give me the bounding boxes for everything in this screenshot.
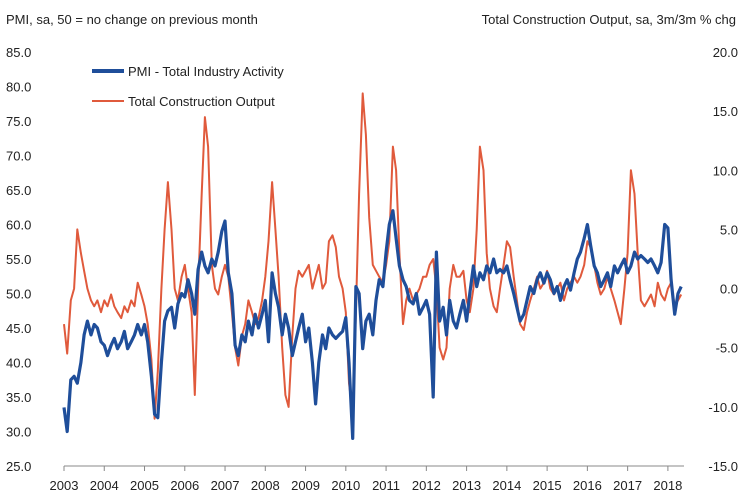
x-tick-label: 2013 <box>452 478 481 493</box>
right-axis-ticks: -15.0 -10.0 -5.0 0.0 5.0 10.0 15.0 20.0 <box>708 45 738 474</box>
legend-label-construction: Total Construction Output <box>128 94 275 109</box>
right-tick-label: 15.0 <box>713 104 738 119</box>
left-tick-label: 70.0 <box>6 149 31 164</box>
series-line-pmi <box>62 209 683 440</box>
x-tick-label: 2007 <box>211 478 240 493</box>
x-tick-label: 2010 <box>331 478 360 493</box>
x-tick-label: 2004 <box>90 478 119 493</box>
right-tick-label: -10.0 <box>708 400 738 415</box>
left-tick-label: 25.0 <box>6 459 31 474</box>
left-tick-label: 55.0 <box>6 252 31 267</box>
series-line-construction <box>63 92 683 420</box>
legend: PMI - Total Industry Activity Total Cons… <box>92 64 284 109</box>
x-axis-ticks: 2003 2004 2005 2006 2007 2008 2009 2010 2011 2012… <box>50 466 682 493</box>
x-tick-label: 2016 <box>573 478 602 493</box>
left-tick-label: 40.0 <box>6 356 31 371</box>
right-tick-label: -15.0 <box>708 459 738 474</box>
left-tick-label: 60.0 <box>6 218 31 233</box>
x-tick-label: 2018 <box>653 478 682 493</box>
x-tick-label: 2006 <box>170 478 199 493</box>
x-tick-label: 2003 <box>50 478 79 493</box>
right-tick-label: 10.0 <box>713 163 738 178</box>
left-tick-label: 45.0 <box>6 321 31 336</box>
x-tick-label: 2008 <box>251 478 280 493</box>
right-tick-label: 5.0 <box>720 222 738 237</box>
plot-area <box>62 92 684 467</box>
right-axis-title: Total Construction Output, sa, 3m/3m % c… <box>482 12 736 27</box>
x-tick-label: 2014 <box>492 478 521 493</box>
left-tick-label: 80.0 <box>6 80 31 95</box>
legend-label-pmi: PMI - Total Industry Activity <box>128 64 284 79</box>
left-tick-label: 85.0 <box>6 45 31 60</box>
x-tick-label: 2011 <box>372 478 400 493</box>
left-tick-label: 75.0 <box>6 114 31 129</box>
left-tick-label: 30.0 <box>6 425 31 440</box>
left-tick-label: 65.0 <box>6 183 31 198</box>
left-tick-label: 50.0 <box>6 287 31 302</box>
x-tick-label: 2017 <box>613 478 642 493</box>
left-tick-label: 35.0 <box>6 390 31 405</box>
x-tick-label: 2009 <box>291 478 320 493</box>
x-tick-label: 2012 <box>412 478 441 493</box>
right-tick-label: 20.0 <box>713 45 738 60</box>
x-tick-label: 2015 <box>533 478 562 493</box>
right-tick-label: -5.0 <box>716 341 738 356</box>
left-axis-title: PMI, sa, 50 = no change on previous mont… <box>6 12 258 27</box>
x-tick-label: 2005 <box>130 478 159 493</box>
right-tick-label: 0.0 <box>720 282 738 297</box>
left-axis-ticks: 25.0 30.0 35.0 40.0 45.0 50.0 55.0 60.0 65.0 70.0… <box>6 45 31 474</box>
